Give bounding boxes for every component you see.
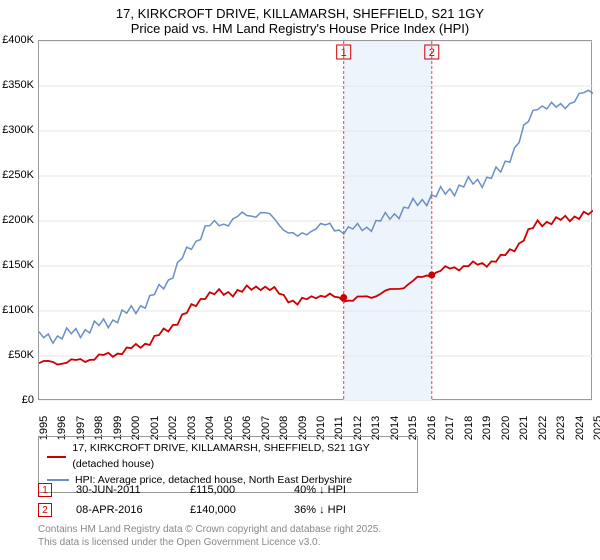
x-tick-label: 2020 <box>500 416 512 440</box>
y-tick-label: £200K <box>2 214 34 226</box>
y-tick-label: £100K <box>2 304 34 316</box>
svg-text:1: 1 <box>341 47 347 59</box>
y-tick-label: £400K <box>2 34 34 46</box>
footer: Contains HM Land Registry data © Crown c… <box>38 524 381 549</box>
x-tick-label: 2019 <box>481 416 493 440</box>
x-tick-label: 2024 <box>574 416 586 440</box>
event-delta: 36% ↓ HPI <box>294 504 346 516</box>
chart-area: 12 <box>38 40 592 400</box>
title-block: 17, KIRKCROFT DRIVE, KILLAMARSH, SHEFFIE… <box>0 0 600 38</box>
legend-swatch-1 <box>47 456 66 458</box>
legend-row: 17, KIRKCROFT DRIVE, KILLAMARSH, SHEFFIE… <box>47 441 409 473</box>
event-marker-box: 2 <box>38 503 52 517</box>
x-tick-label: 2017 <box>444 416 456 440</box>
y-tick-label: £300K <box>2 124 34 136</box>
x-tick-label: 2025 <box>592 416 600 440</box>
x-tick-label: 2021 <box>518 416 530 440</box>
chart-svg: 12 <box>39 41 593 401</box>
y-tick-label: £0 <box>22 394 34 406</box>
events-table: 1 30-JUN-2011 £115,000 40% ↓ HPI 2 08-AP… <box>38 480 346 520</box>
event-date: 30-JUN-2011 <box>76 484 166 496</box>
footer-line1: Contains HM Land Registry data © Crown c… <box>38 524 381 537</box>
event-marker-box: 1 <box>38 483 52 497</box>
event-date: 08-APR-2016 <box>76 504 166 516</box>
y-axis-labels: £0£50K£100K£150K£200K£250K£300K£350K£400… <box>0 40 36 400</box>
x-tick-label: 2023 <box>555 416 567 440</box>
x-tick-label: 2022 <box>537 416 549 440</box>
event-delta: 40% ↓ HPI <box>294 484 346 496</box>
y-tick-label: £250K <box>2 169 34 181</box>
y-tick-label: £150K <box>2 259 34 271</box>
event-row: 1 30-JUN-2011 £115,000 40% ↓ HPI <box>38 480 346 500</box>
footer-line2: This data is licensed under the Open Gov… <box>38 537 381 550</box>
title-line2: Price paid vs. HM Land Registry's House … <box>0 21 600 36</box>
x-tick-label: 2018 <box>463 416 475 440</box>
svg-text:2: 2 <box>429 47 435 59</box>
event-price: £115,000 <box>190 484 270 496</box>
legend-label: 17, KIRKCROFT DRIVE, KILLAMARSH, SHEFFIE… <box>72 441 409 473</box>
event-price: £140,000 <box>190 504 270 516</box>
title-line1: 17, KIRKCROFT DRIVE, KILLAMARSH, SHEFFIE… <box>0 6 600 21</box>
chart-container: 17, KIRKCROFT DRIVE, KILLAMARSH, SHEFFIE… <box>0 0 600 560</box>
x-tick-label: 2016 <box>426 416 438 440</box>
y-tick-label: £350K <box>2 79 34 91</box>
x-axis-labels: 1995199619971998199920002001200220032004… <box>38 402 592 432</box>
event-row: 2 08-APR-2016 £140,000 36% ↓ HPI <box>38 500 346 520</box>
y-tick-label: £50K <box>8 349 34 361</box>
